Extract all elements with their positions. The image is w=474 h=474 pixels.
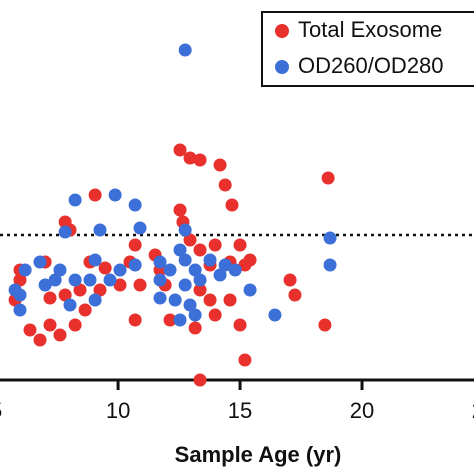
point <box>93 283 107 297</box>
point <box>103 273 117 287</box>
point <box>168 293 182 307</box>
point <box>193 373 207 387</box>
point <box>323 231 337 245</box>
point <box>288 288 302 302</box>
point <box>283 273 297 287</box>
point <box>225 198 239 212</box>
legend-marker <box>275 60 289 74</box>
legend-label: Total Exosome <box>298 17 442 42</box>
point <box>268 308 282 322</box>
point <box>183 233 197 247</box>
point <box>18 263 32 277</box>
point <box>321 171 335 185</box>
point <box>153 291 167 305</box>
point <box>208 308 222 322</box>
point <box>188 308 202 322</box>
point <box>163 263 177 277</box>
point <box>58 288 72 302</box>
point <box>193 153 207 167</box>
point <box>13 288 27 302</box>
point <box>133 221 147 235</box>
point <box>178 278 192 292</box>
point <box>233 318 247 332</box>
point <box>68 318 82 332</box>
legend-label: OD260/OD280 <box>298 53 444 78</box>
point <box>203 253 217 267</box>
point <box>173 313 187 327</box>
point <box>38 278 52 292</box>
point <box>68 193 82 207</box>
point <box>193 243 207 257</box>
point <box>98 261 112 275</box>
point <box>53 328 67 342</box>
x-tick-label: 15 <box>228 398 252 423</box>
x-tick-label: 20 <box>350 398 374 423</box>
point <box>318 318 332 332</box>
point <box>228 263 242 277</box>
point <box>88 188 102 202</box>
x-axis-label: Sample Age (yr) <box>175 442 342 467</box>
point <box>173 143 187 157</box>
point <box>53 263 67 277</box>
point <box>153 255 167 269</box>
point <box>173 203 187 217</box>
point <box>48 273 62 287</box>
point <box>78 303 92 317</box>
point <box>43 291 57 305</box>
point <box>13 273 27 287</box>
point <box>68 273 82 287</box>
point <box>83 273 97 287</box>
point <box>218 258 232 272</box>
point <box>93 223 107 237</box>
point <box>188 263 202 277</box>
point <box>108 188 122 202</box>
point <box>178 253 192 267</box>
point <box>223 293 237 307</box>
legend-marker <box>275 24 289 38</box>
point <box>323 258 337 272</box>
point <box>33 333 47 347</box>
point <box>43 318 57 332</box>
point <box>88 293 102 307</box>
point <box>23 323 37 337</box>
point <box>188 321 202 335</box>
x-tick-label: 10 <box>106 398 130 423</box>
point <box>113 263 127 277</box>
point <box>218 178 232 192</box>
point <box>58 225 72 239</box>
point <box>213 158 227 172</box>
point <box>128 238 142 252</box>
point <box>88 253 102 267</box>
point <box>213 268 227 282</box>
point <box>178 43 192 57</box>
point <box>153 273 167 287</box>
point <box>128 313 142 327</box>
point <box>203 293 217 307</box>
point <box>63 298 77 312</box>
point <box>163 313 177 327</box>
x-tick-label: 25 <box>472 398 474 423</box>
point <box>243 283 257 297</box>
point <box>183 298 197 312</box>
point <box>133 278 147 292</box>
point <box>183 151 197 165</box>
point <box>128 258 142 272</box>
point <box>128 198 142 212</box>
point <box>178 223 192 237</box>
point <box>113 278 127 292</box>
point <box>73 283 87 297</box>
point <box>193 283 207 297</box>
point <box>33 255 47 269</box>
point <box>173 243 187 257</box>
point <box>193 273 207 287</box>
point <box>238 353 252 367</box>
x-tick-label: 5 <box>0 398 2 423</box>
point <box>233 238 247 252</box>
point <box>13 303 27 317</box>
point <box>208 238 222 252</box>
point <box>238 258 252 272</box>
legend-box <box>261 11 474 87</box>
